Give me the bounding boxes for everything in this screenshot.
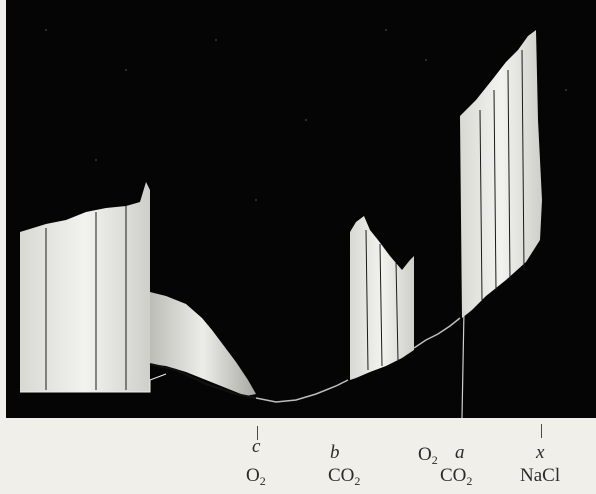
- trace-baseline: [255, 379, 349, 403]
- gas-label-b: CO2: [328, 466, 360, 487]
- trace-streaks: [45, 49, 525, 390]
- gas-label-a: CO2: [440, 466, 472, 487]
- trace-connector: [413, 317, 461, 349]
- gas-b-sub: 2: [354, 474, 361, 488]
- tick-x: [541, 424, 542, 438]
- marker-line-a: [461, 309, 465, 418]
- label-x: x: [536, 442, 545, 463]
- gas-c-sub: 2: [259, 474, 266, 488]
- trace-block-right: [460, 30, 542, 318]
- gas-a: CO: [440, 465, 467, 486]
- gas-c: O: [246, 465, 260, 486]
- gas-b: CO: [328, 465, 355, 486]
- gas-x: NaCl: [520, 465, 561, 486]
- label-a: a: [455, 442, 465, 463]
- kymograph-photo: [6, 0, 596, 418]
- gas-label-x: NaCl: [520, 466, 560, 485]
- o2-marker-sub: 2: [431, 453, 438, 467]
- label-b: b: [330, 442, 340, 463]
- tick-c: [257, 426, 258, 440]
- label-c: c: [252, 436, 261, 457]
- trace-decline: [150, 292, 256, 396]
- gas-label-c: O2: [246, 466, 266, 487]
- gas-a-sub: 2: [466, 474, 473, 488]
- label-o2-marker: O2: [418, 445, 438, 466]
- o2-marker-gas: O: [418, 444, 432, 465]
- trace-block-left: [20, 182, 150, 392]
